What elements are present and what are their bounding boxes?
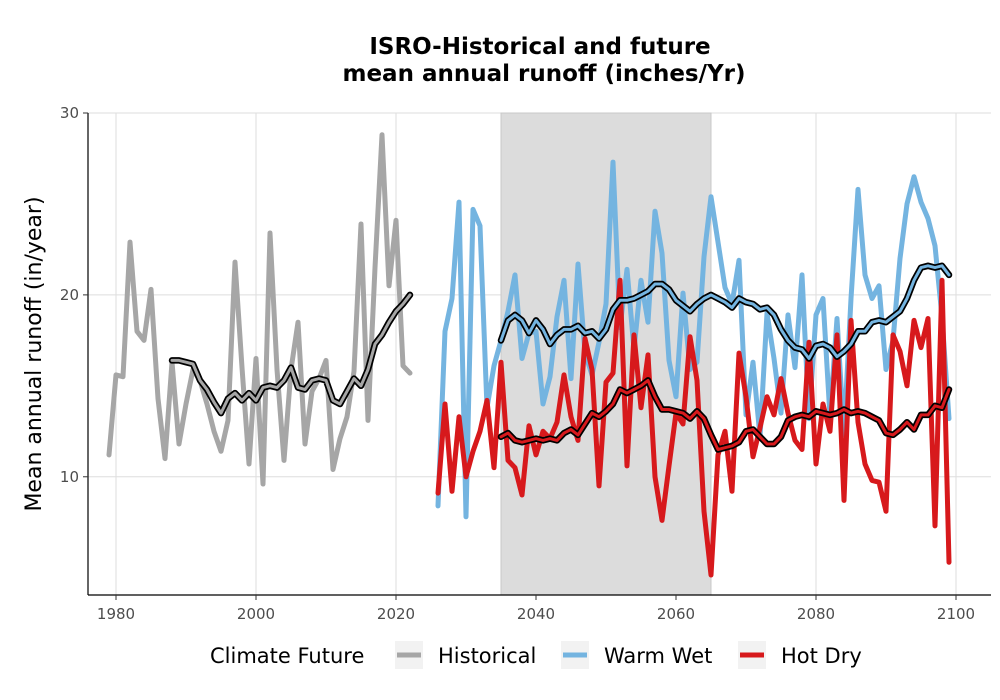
chart-title-line-1: ISRO-Historical and future xyxy=(369,34,710,60)
warm-wet-smooth-line xyxy=(499,264,951,360)
legend-label-warm-wet: Warm Wet xyxy=(604,644,712,668)
y-tick-label: 20 xyxy=(60,286,79,304)
series-line-historical xyxy=(106,132,413,487)
series-line-hot-dry xyxy=(435,277,952,578)
chart-title-line-2: mean annual runoff (inches/Yr) xyxy=(342,61,745,87)
x-tick-label: 2040 xyxy=(517,605,555,623)
historical-smooth-line xyxy=(170,293,412,415)
y-tick-label: 10 xyxy=(60,468,79,486)
legend-label-historical: Historical xyxy=(438,644,536,668)
y-axis-title: Mean annual runoff (in/year) xyxy=(22,196,47,511)
legend-label-hot-dry: Hot Dry xyxy=(781,644,862,668)
axis-ticks: 1980 2000 2020 2040 2060 2080 2100 10 20 30 xyxy=(60,104,975,623)
x-tick-label: 2060 xyxy=(657,605,695,623)
x-tick-label: 2080 xyxy=(797,605,835,623)
legend-title: Climate Future xyxy=(210,644,364,668)
x-tick-label: 1980 xyxy=(97,605,135,623)
x-tick-label: 2000 xyxy=(237,605,275,623)
series-layer xyxy=(106,132,953,578)
legend: Climate Future Historical Warm Wet Hot D… xyxy=(210,641,862,669)
x-tick-label: 2100 xyxy=(937,605,975,623)
x-tick-label: 2020 xyxy=(377,605,415,623)
hot-dry-smooth-line xyxy=(499,378,951,451)
y-tick-label: 30 xyxy=(60,104,79,122)
